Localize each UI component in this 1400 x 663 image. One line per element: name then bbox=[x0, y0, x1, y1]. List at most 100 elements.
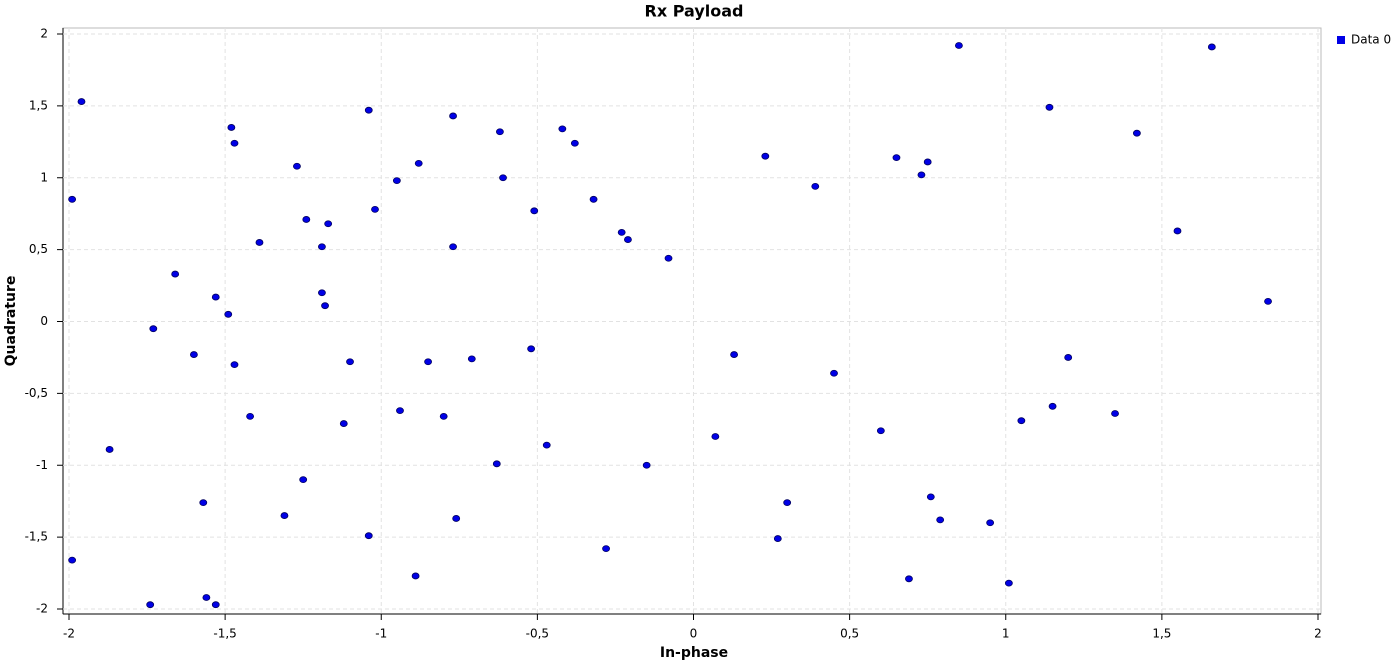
point bbox=[411, 572, 420, 580]
point bbox=[1264, 297, 1272, 305]
point bbox=[371, 205, 379, 213]
legend-swatch bbox=[1337, 36, 1345, 44]
point bbox=[392, 177, 401, 185]
point bbox=[624, 236, 632, 243]
point bbox=[424, 358, 432, 366]
point bbox=[1045, 103, 1054, 111]
point bbox=[1064, 354, 1073, 361]
point bbox=[617, 228, 626, 236]
point bbox=[452, 515, 461, 522]
point bbox=[68, 556, 77, 564]
point bbox=[530, 207, 539, 215]
point bbox=[211, 293, 220, 301]
point bbox=[499, 174, 507, 182]
point bbox=[923, 158, 932, 166]
point bbox=[892, 154, 901, 162]
x-axis-label: In-phase bbox=[660, 645, 728, 661]
point bbox=[339, 420, 348, 427]
point bbox=[558, 125, 567, 133]
point bbox=[199, 499, 208, 507]
point bbox=[149, 325, 158, 333]
point bbox=[496, 128, 504, 136]
x-tick-label: 0 bbox=[690, 627, 698, 641]
point bbox=[936, 516, 945, 524]
point bbox=[711, 433, 720, 440]
point bbox=[467, 355, 476, 363]
point bbox=[570, 139, 579, 147]
point bbox=[396, 407, 404, 415]
point bbox=[202, 594, 211, 601]
point bbox=[602, 545, 610, 553]
point bbox=[324, 220, 333, 228]
x-tick-label: -1,5 bbox=[213, 627, 236, 641]
x-tick-label: 0,5 bbox=[840, 627, 859, 641]
x-tick-label: 1 bbox=[1002, 627, 1010, 641]
x-tick-label: 1,5 bbox=[1152, 627, 1171, 641]
point bbox=[293, 162, 301, 170]
point bbox=[105, 446, 114, 453]
y-tick-label: 1 bbox=[40, 170, 48, 184]
point bbox=[449, 112, 457, 120]
x-tick-label: -0,5 bbox=[526, 627, 549, 641]
point bbox=[414, 159, 423, 167]
point bbox=[146, 601, 155, 609]
point bbox=[449, 243, 457, 251]
point bbox=[318, 243, 326, 251]
point bbox=[246, 412, 255, 420]
point bbox=[77, 98, 86, 105]
x-tick-label: 2 bbox=[1314, 627, 1322, 641]
point bbox=[492, 460, 501, 468]
x-tick-label: -2 bbox=[63, 627, 75, 641]
point bbox=[905, 575, 913, 583]
point bbox=[211, 601, 220, 609]
point bbox=[1173, 227, 1182, 235]
chart-title: Rx Payload bbox=[645, 2, 744, 21]
y-axis-label: Quadrature bbox=[3, 276, 19, 367]
point bbox=[783, 499, 792, 507]
point bbox=[527, 345, 536, 353]
y-tick-label: -2 bbox=[36, 602, 48, 616]
point bbox=[189, 351, 198, 358]
x-tick-label: -1 bbox=[375, 627, 387, 641]
point bbox=[68, 195, 77, 203]
point bbox=[171, 270, 180, 278]
point bbox=[830, 369, 838, 377]
point bbox=[761, 152, 770, 160]
y-tick-label: -1,5 bbox=[25, 530, 48, 544]
point bbox=[227, 124, 236, 131]
plot-area bbox=[62, 27, 1322, 615]
point bbox=[321, 302, 329, 310]
point bbox=[811, 182, 820, 190]
point bbox=[986, 519, 995, 527]
point bbox=[302, 216, 311, 223]
point bbox=[230, 361, 239, 369]
point bbox=[642, 461, 651, 469]
point bbox=[664, 254, 673, 262]
point bbox=[299, 476, 308, 484]
y-tick-label: 2 bbox=[40, 27, 48, 41]
point bbox=[230, 139, 239, 147]
point bbox=[542, 441, 551, 449]
point bbox=[280, 512, 289, 519]
point bbox=[1004, 579, 1013, 587]
point bbox=[364, 106, 373, 114]
point bbox=[1207, 43, 1216, 51]
point bbox=[955, 42, 963, 49]
y-tick-label: 1,5 bbox=[29, 98, 48, 112]
point bbox=[876, 427, 885, 435]
point bbox=[926, 493, 935, 501]
y-tick-label: -1 bbox=[36, 458, 48, 472]
legend-label: Data 0 bbox=[1351, 33, 1391, 47]
point bbox=[318, 289, 326, 297]
point bbox=[1111, 410, 1119, 417]
y-tick-label: 0,5 bbox=[29, 242, 48, 256]
point bbox=[773, 535, 782, 542]
y-tick-label: -0,5 bbox=[25, 386, 48, 400]
point bbox=[364, 532, 373, 540]
point bbox=[224, 310, 233, 318]
point bbox=[1132, 129, 1141, 137]
point bbox=[589, 195, 598, 203]
point bbox=[917, 171, 926, 179]
point bbox=[439, 412, 448, 420]
